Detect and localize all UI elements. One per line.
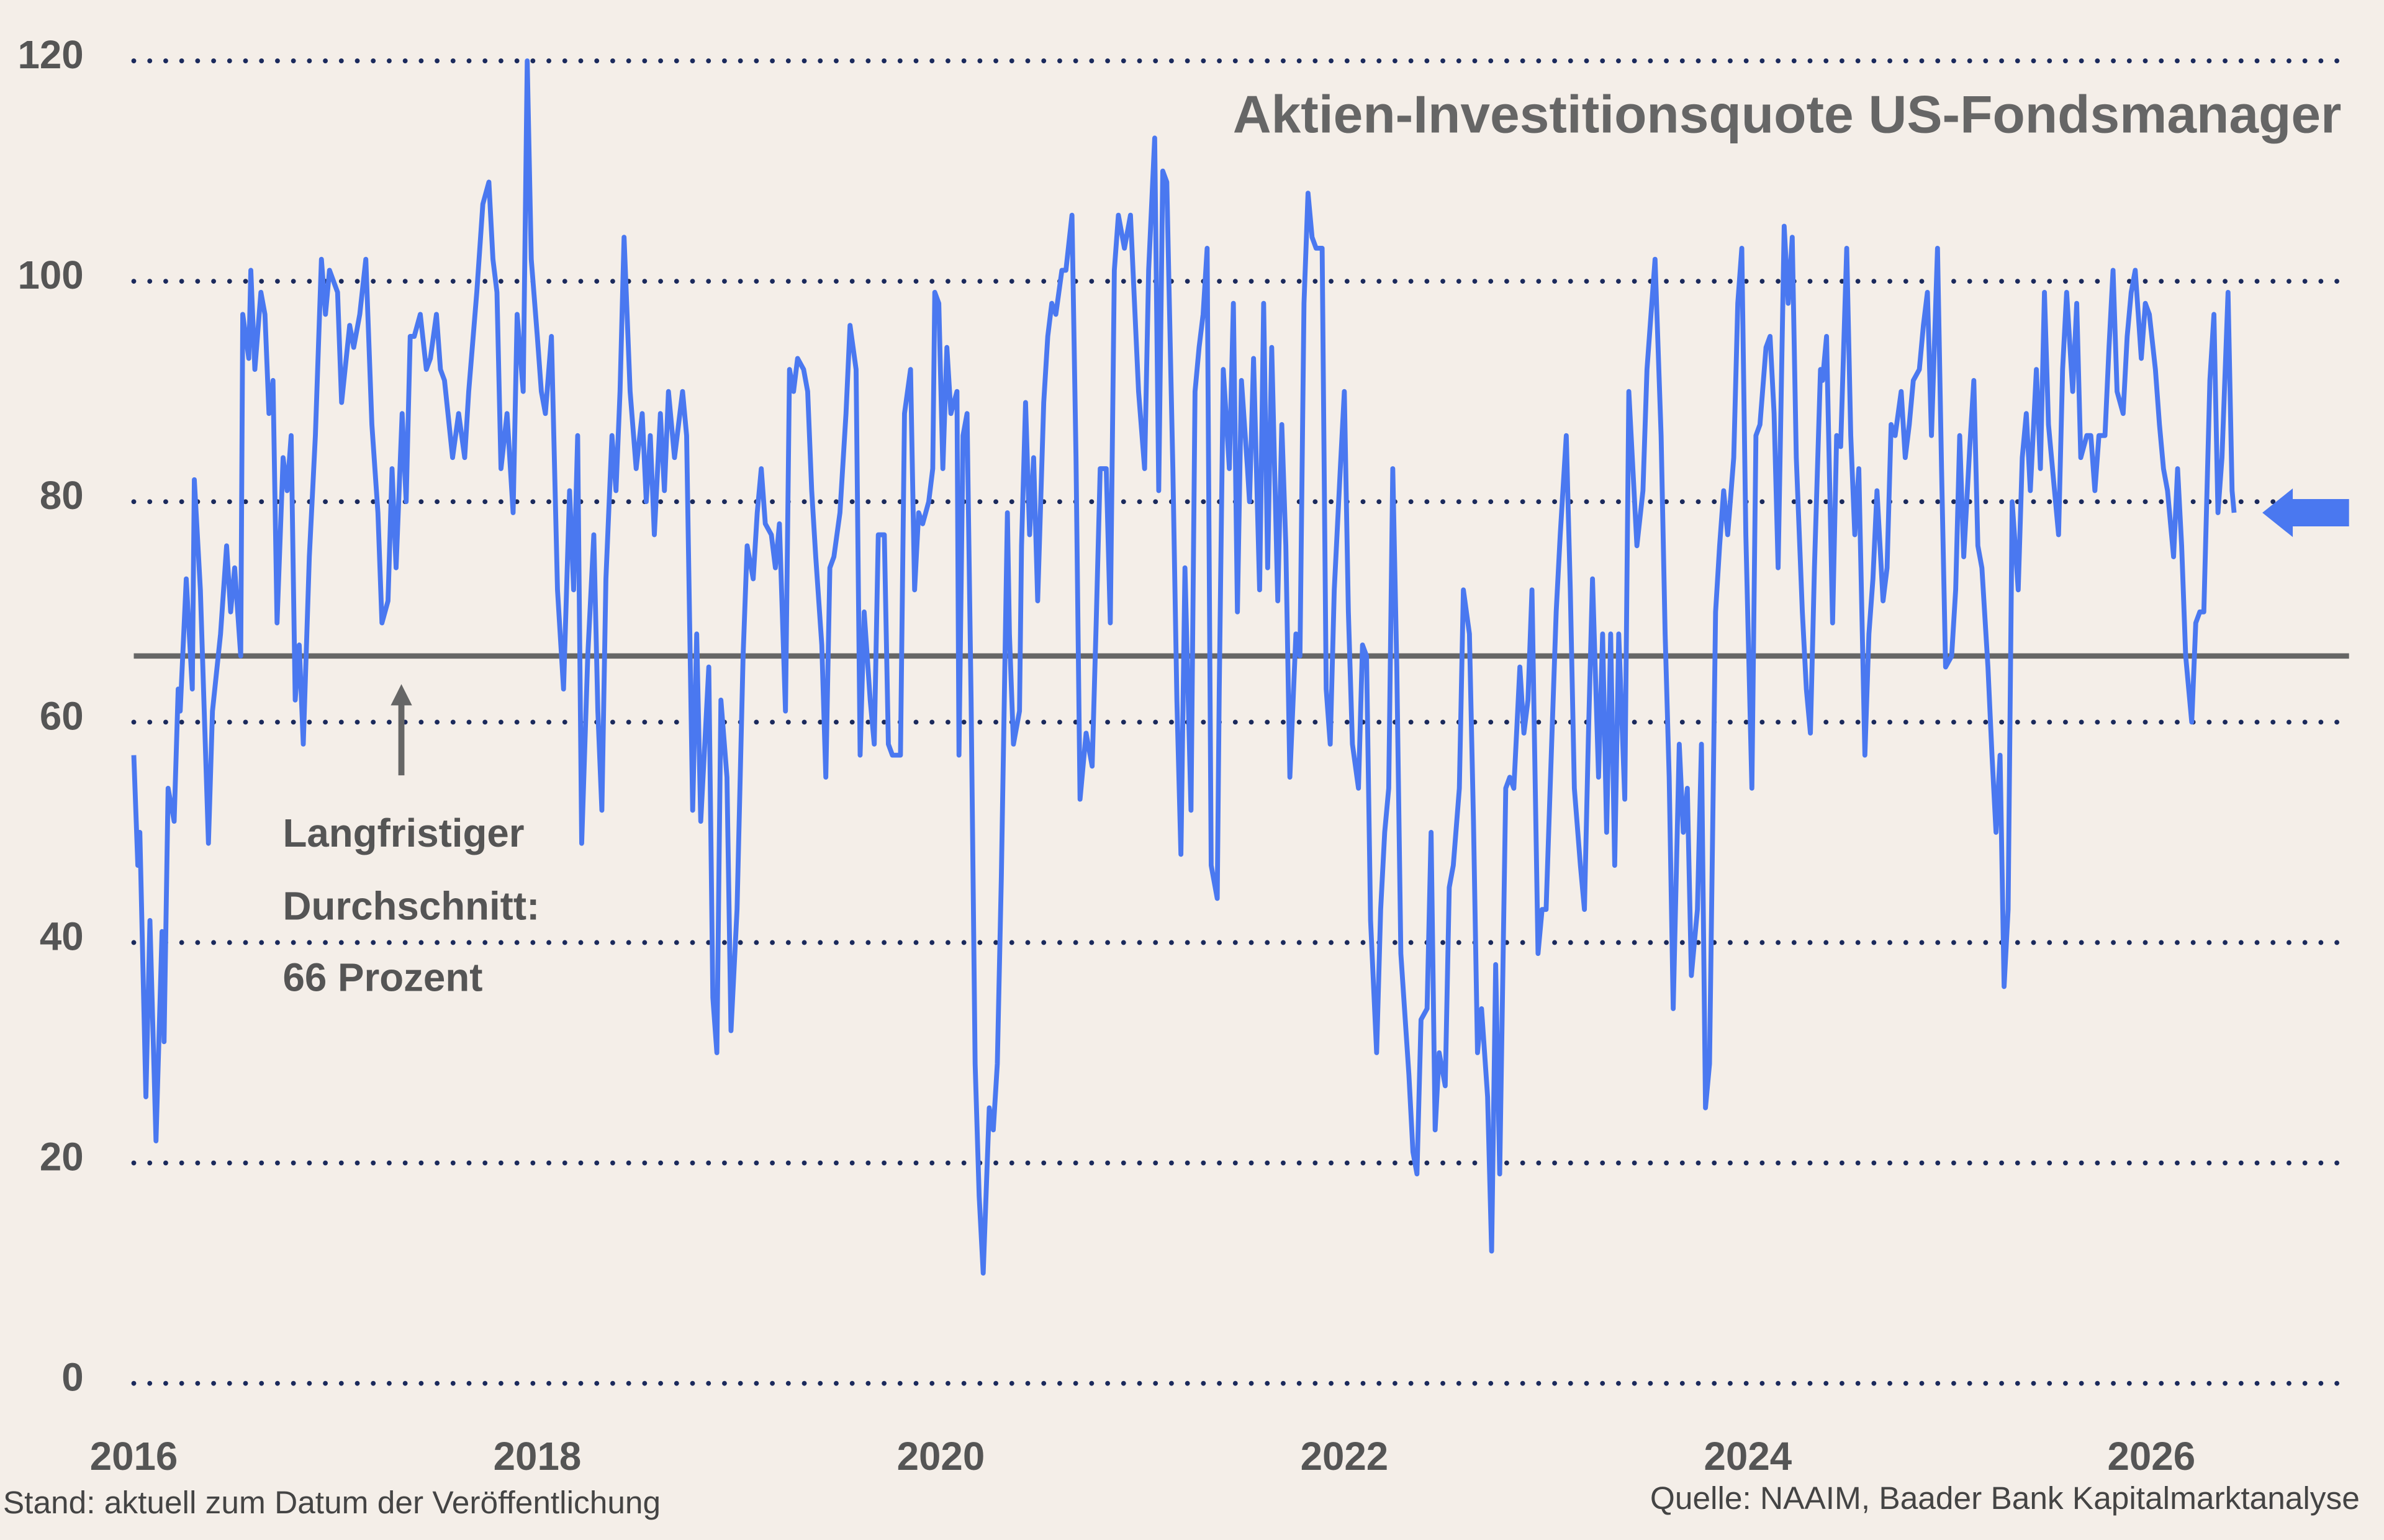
y-tick-label: 80 bbox=[40, 474, 84, 518]
y-tick-label: 120 bbox=[17, 33, 83, 77]
x-tick-label: 2020 bbox=[897, 1434, 985, 1479]
data-line bbox=[131, 58, 2237, 1276]
annotation: Durchschnitt: bbox=[283, 884, 540, 928]
note: Stand: aktuell zum Datum der Veröffentli… bbox=[3, 1484, 661, 1520]
x-tick-label: 2026 bbox=[2107, 1434, 2195, 1479]
x-tick-label: 2018 bbox=[494, 1434, 582, 1479]
x-tick-label: 2024 bbox=[1704, 1434, 1792, 1479]
y-tick-label: 0 bbox=[61, 1356, 83, 1400]
y-tick-label: 40 bbox=[40, 914, 84, 958]
x-tick-label: 2022 bbox=[1301, 1434, 1389, 1479]
latest-value-arrow bbox=[2262, 488, 2349, 538]
y-tick-label: 100 bbox=[17, 253, 83, 297]
annotation: Langfristiger bbox=[283, 811, 525, 855]
annotation-arrowhead bbox=[391, 684, 412, 706]
plot-area bbox=[131, 58, 2349, 1276]
x-tick-label: 2016 bbox=[90, 1434, 178, 1479]
annotation: 66 Prozent bbox=[283, 955, 483, 999]
y-tick-label: 60 bbox=[40, 694, 84, 738]
y-tick-label: 20 bbox=[40, 1135, 84, 1179]
chart-title: Aktien-Investitionsquote US-Fondsmanager bbox=[1233, 85, 2342, 145]
source: Quelle: NAAIM, Baader Bank Kapitalmarkta… bbox=[1650, 1480, 2360, 1516]
